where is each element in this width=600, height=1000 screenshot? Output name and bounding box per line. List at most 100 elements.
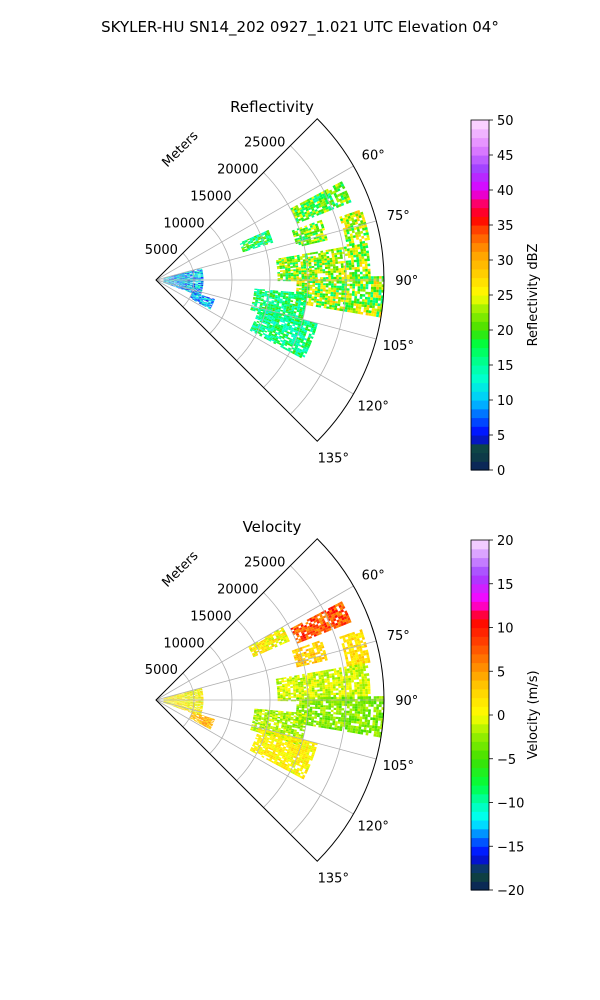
echo-gate [305,767,309,771]
echo-gate [173,275,177,277]
echo-gate [168,698,172,699]
echo-gate [313,720,317,723]
echo-gate [252,729,256,732]
echo-gate [295,269,299,271]
echo-gate [187,278,191,280]
echo-gate [251,244,255,247]
echo-gate [328,726,332,730]
echo-gate [364,678,368,682]
echo-gate [379,696,382,699]
echo-gate [322,709,326,712]
echo-gate [277,317,281,320]
echo-gate [330,291,334,295]
echo-gate [184,694,188,695]
echo-gate [241,246,244,249]
echo-gate [265,235,269,238]
echo-gate [333,285,337,288]
echo-gate [356,721,360,724]
echo-gate [354,298,357,302]
echo-gate [252,721,255,724]
echo-gate [346,274,350,277]
echo-gate [294,238,298,241]
echo-gate [287,733,291,736]
echo-gate [294,307,298,310]
echo-gate [293,654,297,658]
echo-gate [261,330,264,333]
echo-gate [295,685,299,688]
echo-gate [269,239,273,242]
echo-gate [331,696,334,700]
echo-gate [282,760,286,764]
echo-gate [206,298,210,301]
echo-gate [284,680,287,683]
echo-gate [200,277,204,279]
echo-gate [266,738,269,741]
echo-gate [366,654,370,658]
echo-gate [291,340,295,344]
echo-gate [331,613,335,618]
echo-gate [345,680,349,683]
echo-gate [346,248,350,252]
echo-gate [280,318,284,321]
echo-gate [254,652,258,655]
echo-gate [303,218,308,221]
echo-gate [253,322,257,325]
echo-gate [199,690,203,692]
echo-gate [168,281,172,283]
echo-gate [192,296,196,299]
echo-gate [316,300,320,304]
echo-gate [281,725,285,728]
echo-gate [316,722,319,726]
echo-gate [376,286,379,290]
echo-gate [313,257,317,261]
echo-gate [294,724,298,727]
echo-gate [330,298,333,301]
echo-gate [337,182,341,186]
echo-gate [349,212,353,216]
echo-gate [315,225,319,229]
echo-gate [355,283,358,287]
echo-gate [200,276,204,278]
echo-gate [190,698,193,699]
echo-gate [199,301,202,304]
echo-gate [186,692,190,694]
echo-gate [362,714,366,717]
echo-gate [287,755,291,759]
echo-gate [277,275,281,277]
echo-gate [284,757,288,761]
echo-gate [181,284,185,286]
echo-gate [263,300,267,302]
echo-gate [200,285,204,287]
echo-gate [327,682,331,685]
echo-gate [171,697,175,698]
echo-gate [301,281,305,283]
echo-gate [304,233,308,236]
echo-gate [314,689,318,692]
echo-gate [336,710,339,713]
echo-gate [357,669,361,672]
echo-gate [182,281,185,283]
echo-gate [311,623,316,627]
echo-gate [346,633,351,637]
echo-gate [311,682,314,685]
echo-gate [354,711,358,714]
echo-gate [345,722,349,725]
echo-gate [310,260,314,263]
echo-gate [253,715,257,718]
echo-gate [373,313,377,317]
echo-gate [267,308,270,310]
echo-gate [178,693,182,695]
echo-gate [319,689,323,692]
echo-gate [256,234,260,237]
echo-gate [333,688,336,691]
echo-gate [299,292,303,295]
echo-gate [330,716,334,719]
echo-gate [356,656,360,660]
echo-gate [330,248,334,252]
echo-gate [309,712,313,715]
echo-gate [349,696,353,699]
colorbar-segment [471,435,489,445]
echo-gate [287,688,291,690]
echo-gate [174,276,177,278]
echo-gate [285,293,289,295]
